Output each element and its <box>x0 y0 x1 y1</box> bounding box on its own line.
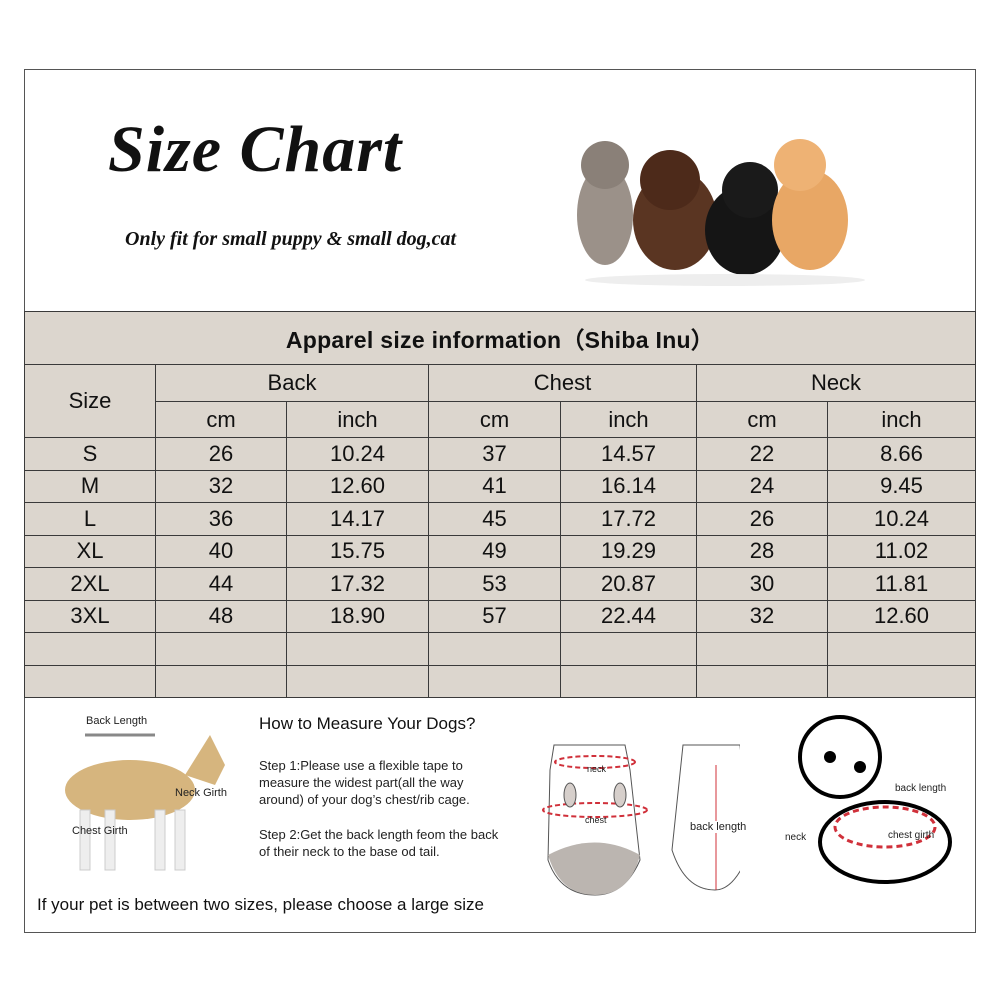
garment-illustration <box>542 744 740 896</box>
value-cell <box>428 632 561 666</box>
unit-header: inch <box>560 401 697 438</box>
value-cell: 17.32 <box>286 567 429 601</box>
table-row <box>24 664 976 698</box>
value-cell: 28 <box>696 534 828 568</box>
size-cell: S <box>24 437 156 471</box>
pets-photo <box>577 139 865 286</box>
value-cell: 16.14 <box>560 469 697 503</box>
value-cell: 57 <box>428 599 561 633</box>
size-cell: 3XL <box>24 599 156 633</box>
value-cell: 10.24 <box>827 502 976 536</box>
value-cell <box>560 664 697 698</box>
step-1: Step 1:Please use a flexible tape to mea… <box>259 758 470 807</box>
measure-heading: How to Measure Your Dogs? <box>259 714 476 733</box>
value-cell <box>827 664 976 698</box>
size-cell: L <box>24 502 156 536</box>
value-cell: 44 <box>155 567 287 601</box>
size-cell <box>24 632 156 666</box>
value-cell: 48 <box>155 599 287 633</box>
size-cell: XL <box>24 534 156 568</box>
value-cell: 45 <box>428 502 561 536</box>
value-cell: 32 <box>696 599 828 633</box>
size-table: Apparel size information（Shiba Inu） Size… <box>24 311 976 698</box>
puppy-neck-label: neck <box>785 832 807 843</box>
garment-neck-label: neck <box>587 764 607 774</box>
table-row <box>24 632 976 666</box>
value-cell: 14.57 <box>560 437 697 471</box>
puppy-back-length-label: back length <box>895 783 947 794</box>
value-cell: 19.29 <box>560 534 697 568</box>
value-cell <box>696 632 828 666</box>
unit-header: cm <box>155 401 287 438</box>
size-header: Size <box>24 364 156 438</box>
value-cell: 26 <box>155 437 287 471</box>
group-header-neck: Neck <box>696 364 976 402</box>
group-header-back: Back <box>155 364 429 402</box>
back-length-label: Back Length <box>86 715 148 727</box>
table-caption: Apparel size information（Shiba Inu） <box>24 311 976 365</box>
dog-measure-illustration <box>65 733 225 871</box>
table-row: S 26 10.24 37 14.57 22 8.66 <box>24 437 976 471</box>
value-cell: 26 <box>696 502 828 536</box>
value-cell: 17.72 <box>560 502 697 536</box>
value-cell: 24 <box>696 469 828 503</box>
value-cell: 22.44 <box>560 599 697 633</box>
value-cell <box>286 664 429 698</box>
unit-header: cm <box>428 401 561 438</box>
value-cell: 22 <box>696 437 828 471</box>
value-cell <box>428 664 561 698</box>
value-cell: 18.90 <box>286 599 429 633</box>
value-cell: 12.60 <box>286 469 429 503</box>
value-cell: 32 <box>155 469 287 503</box>
step-2: Step 2:Get the back length feom the back… <box>259 827 499 859</box>
value-cell: 11.81 <box>827 567 976 601</box>
table-row: L 36 14.17 45 17.72 26 10.24 <box>24 502 976 536</box>
value-cell: 40 <box>155 534 287 568</box>
puppy-chest-girth-label: chest girth <box>888 830 935 841</box>
unit-header: cm <box>696 401 828 438</box>
chest-girth-label: Chest Girth <box>72 825 128 837</box>
table-row: M 32 12.60 41 16.14 24 9.45 <box>24 469 976 503</box>
value-cell: 53 <box>428 567 561 601</box>
value-cell <box>827 632 976 666</box>
value-cell: 12.60 <box>827 599 976 633</box>
table-row: 3XL 48 18.90 57 22.44 32 12.60 <box>24 599 976 633</box>
table-row: XL 40 15.75 49 19.29 28 11.02 <box>24 534 976 568</box>
group-header-chest: Chest <box>428 364 697 402</box>
page-title: Size Chart <box>108 113 403 186</box>
value-cell: 8.66 <box>827 437 976 471</box>
value-cell <box>155 632 287 666</box>
garment-chest-label: chest <box>585 815 607 825</box>
value-cell: 15.75 <box>286 534 429 568</box>
size-note: If your pet is between two sizes, please… <box>37 895 484 914</box>
value-cell: 10.24 <box>286 437 429 471</box>
size-cell: 2XL <box>24 567 156 601</box>
value-cell: 30 <box>696 567 828 601</box>
unit-header: inch <box>286 401 429 438</box>
table-row: 2XL 44 17.32 53 20.87 30 11.81 <box>24 567 976 601</box>
unit-header: inch <box>827 401 976 438</box>
subtitle: Only fit for small puppy & small dog,cat <box>125 228 457 250</box>
neck-girth-label: Neck Girth <box>175 787 227 799</box>
value-cell <box>286 632 429 666</box>
value-cell: 11.02 <box>827 534 976 568</box>
value-cell: 20.87 <box>560 567 697 601</box>
value-cell: 36 <box>155 502 287 536</box>
value-cell <box>155 664 287 698</box>
size-cell: M <box>24 469 156 503</box>
garment-back-length-label: back length <box>690 821 747 833</box>
value-cell <box>560 632 697 666</box>
value-cell: 49 <box>428 534 561 568</box>
value-cell: 14.17 <box>286 502 429 536</box>
value-cell: 41 <box>428 469 561 503</box>
puppy-illustration <box>798 715 952 884</box>
size-cell <box>24 664 156 698</box>
value-cell <box>696 664 828 698</box>
value-cell: 9.45 <box>827 469 976 503</box>
value-cell: 37 <box>428 437 561 471</box>
